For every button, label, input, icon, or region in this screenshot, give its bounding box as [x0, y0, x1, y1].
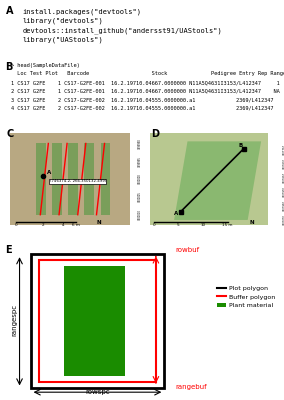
Text: N: N — [249, 220, 254, 225]
FancyBboxPatch shape — [150, 133, 268, 225]
Text: rowbuf: rowbuf — [176, 248, 200, 254]
Text: library("UAStools"): library("UAStools") — [22, 37, 103, 43]
Text: 3500010: 3500010 — [138, 209, 142, 220]
Text: B: B — [238, 143, 243, 148]
FancyBboxPatch shape — [36, 144, 46, 215]
Text: 6 m: 6 m — [72, 223, 80, 227]
Polygon shape — [174, 141, 261, 220]
FancyBboxPatch shape — [101, 144, 110, 215]
Text: 0: 0 — [15, 223, 18, 227]
Text: A: A — [174, 211, 178, 216]
Text: rangebuf: rangebuf — [176, 384, 207, 390]
Text: rangespc: rangespc — [11, 304, 17, 336]
Text: E: E — [6, 245, 12, 255]
Text: library("devtools"): library("devtools") — [22, 18, 103, 24]
Text: 2: 2 — [42, 223, 44, 227]
Text: 3502000: 3502000 — [283, 214, 284, 225]
Text: 3501800: 3501800 — [283, 158, 284, 169]
Text: 3499995: 3499995 — [138, 156, 142, 167]
Legend: Plot polygon, Buffer polygon, Plant material: Plot polygon, Buffer polygon, Plant mate… — [214, 283, 278, 311]
Text: 3 CS17 G2FE    2 CS17-G2FE-002  16.2.19710.04555.0000000.a1             2369/L41: 3 CS17 G2FE 2 CS17-G2FE-002 16.2.19710.0… — [11, 97, 284, 102]
Text: devtools::install_github("andersst91/UAStools"): devtools::install_github("andersst91/UAS… — [22, 27, 222, 34]
Bar — [39, 260, 156, 382]
Text: 3499990: 3499990 — [138, 138, 142, 149]
Text: A: A — [6, 6, 13, 16]
Text: 3500005: 3500005 — [138, 192, 142, 202]
Text: 1 CS17 G2FE    1 CS17-G2FE-001  16.2.19710.04667.0000000 N11A5Q4631I3153/L412347: 1 CS17 G2FE 1 CS17-G2FE-001 16.2.19710.0… — [11, 80, 284, 85]
Text: 3501750: 3501750 — [283, 144, 284, 155]
Text: 5: 5 — [177, 223, 179, 227]
Text: > head(SampleDataFile): > head(SampleDataFile) — [11, 63, 80, 68]
Text: (746374.2, 266.350132.499): (746374.2, 266.350132.499) — [50, 179, 106, 183]
Text: A: A — [47, 170, 51, 175]
Text: 4 CS17 G2FE    2 CS17-G2FE-002  16.2.19710.04555.0000000.a1             2369/L41: 4 CS17 G2FE 2 CS17-G2FE-002 16.2.19710.0… — [11, 106, 284, 111]
Bar — [31, 254, 164, 388]
FancyBboxPatch shape — [84, 144, 94, 215]
Text: N: N — [97, 220, 101, 225]
Text: 3501950: 3501950 — [283, 200, 284, 211]
Text: rowspc: rowspc — [85, 389, 110, 395]
FancyBboxPatch shape — [10, 133, 130, 225]
Text: Loc Test Plot   Barcode                    Stock              Pedigree Entry Rep: Loc Test Plot Barcode Stock Pedigree Ent… — [11, 71, 284, 76]
Text: 4: 4 — [62, 223, 64, 227]
Text: 15 m: 15 m — [222, 223, 233, 227]
Text: D: D — [151, 129, 159, 139]
Text: 3501850: 3501850 — [283, 172, 284, 183]
Text: 10: 10 — [201, 223, 206, 227]
Text: install.packages("devtools"): install.packages("devtools") — [22, 8, 141, 15]
FancyBboxPatch shape — [68, 144, 78, 215]
Text: 0: 0 — [153, 223, 155, 227]
Bar — [64, 266, 125, 376]
Text: 3501900: 3501900 — [283, 186, 284, 197]
Text: B: B — [6, 62, 13, 72]
Text: C: C — [7, 129, 14, 139]
Text: 2 CS17 G2FE    1 CS17-G2FE-001  16.2.19710.04667.0000000 N11A5Q4631I3153/L412347: 2 CS17 G2FE 1 CS17-G2FE-001 16.2.19710.0… — [11, 88, 284, 94]
FancyBboxPatch shape — [52, 144, 62, 215]
Text: 3500000: 3500000 — [138, 174, 142, 184]
